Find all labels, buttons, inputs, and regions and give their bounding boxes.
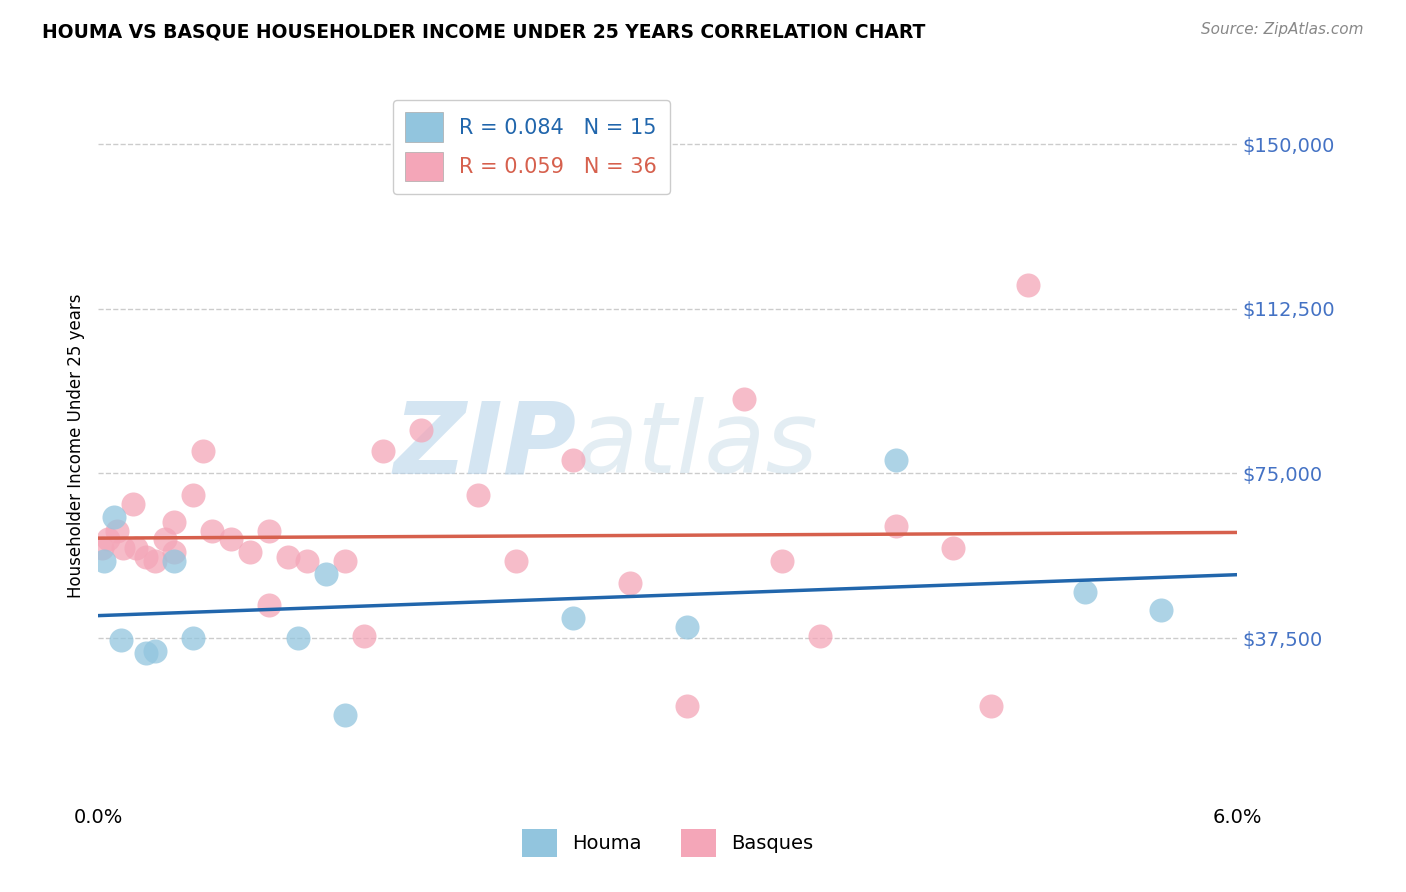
Point <box>335 708 357 723</box>
Point <box>353 629 375 643</box>
Point <box>97 533 120 547</box>
Text: ZIP: ZIP <box>394 398 576 494</box>
Point <box>808 629 831 643</box>
Point <box>93 554 115 568</box>
Point <box>91 541 114 555</box>
Point <box>315 567 337 582</box>
Point <box>239 545 262 559</box>
Text: atlas: atlas <box>576 398 818 494</box>
Point <box>135 549 157 564</box>
Point <box>107 524 129 538</box>
Legend: Houma, Basques: Houma, Basques <box>515 822 821 864</box>
Point <box>135 647 157 661</box>
Point <box>1074 585 1097 599</box>
Point <box>676 699 699 714</box>
Point <box>884 519 907 533</box>
Point <box>335 554 357 568</box>
Point <box>733 392 755 406</box>
Point <box>467 488 489 502</box>
Point <box>121 497 143 511</box>
Point <box>1018 277 1040 292</box>
Point <box>103 510 125 524</box>
Point <box>153 533 176 547</box>
Point <box>201 524 224 538</box>
Text: HOUMA VS BASQUE HOUSEHOLDER INCOME UNDER 25 YEARS CORRELATION CHART: HOUMA VS BASQUE HOUSEHOLDER INCOME UNDER… <box>42 22 925 41</box>
Text: Source: ZipAtlas.com: Source: ZipAtlas.com <box>1201 22 1364 37</box>
Point <box>110 633 132 648</box>
Point <box>562 453 585 467</box>
Point <box>1150 602 1173 616</box>
Point <box>183 631 205 645</box>
Point <box>411 423 433 437</box>
Point <box>297 554 319 568</box>
Y-axis label: Householder Income Under 25 years: Householder Income Under 25 years <box>66 293 84 599</box>
Point <box>125 541 148 555</box>
Point <box>371 444 394 458</box>
Point <box>770 554 793 568</box>
Point <box>505 554 527 568</box>
Point <box>259 598 281 612</box>
Point <box>562 611 585 625</box>
Point <box>145 554 167 568</box>
Point <box>221 533 243 547</box>
Point <box>287 631 309 645</box>
Point <box>942 541 965 555</box>
Point <box>163 545 186 559</box>
Point <box>676 620 699 634</box>
Point <box>884 453 907 467</box>
Point <box>145 644 167 658</box>
Point <box>163 515 186 529</box>
Point <box>183 488 205 502</box>
Point <box>112 541 135 555</box>
Point <box>163 554 186 568</box>
Point <box>191 444 214 458</box>
Point <box>277 549 299 564</box>
Point <box>980 699 1002 714</box>
Point <box>259 524 281 538</box>
Point <box>619 576 641 591</box>
